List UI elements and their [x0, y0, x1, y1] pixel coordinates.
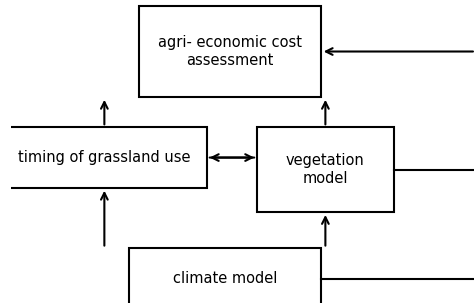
FancyBboxPatch shape	[2, 127, 207, 188]
FancyBboxPatch shape	[129, 248, 321, 303]
FancyBboxPatch shape	[138, 6, 321, 97]
Text: timing of grassland use: timing of grassland use	[18, 150, 191, 165]
Text: agri- economic cost
assessment: agri- economic cost assessment	[158, 35, 301, 68]
Text: climate model: climate model	[173, 271, 277, 286]
Text: vegetation
model: vegetation model	[286, 154, 365, 186]
FancyBboxPatch shape	[257, 127, 394, 212]
